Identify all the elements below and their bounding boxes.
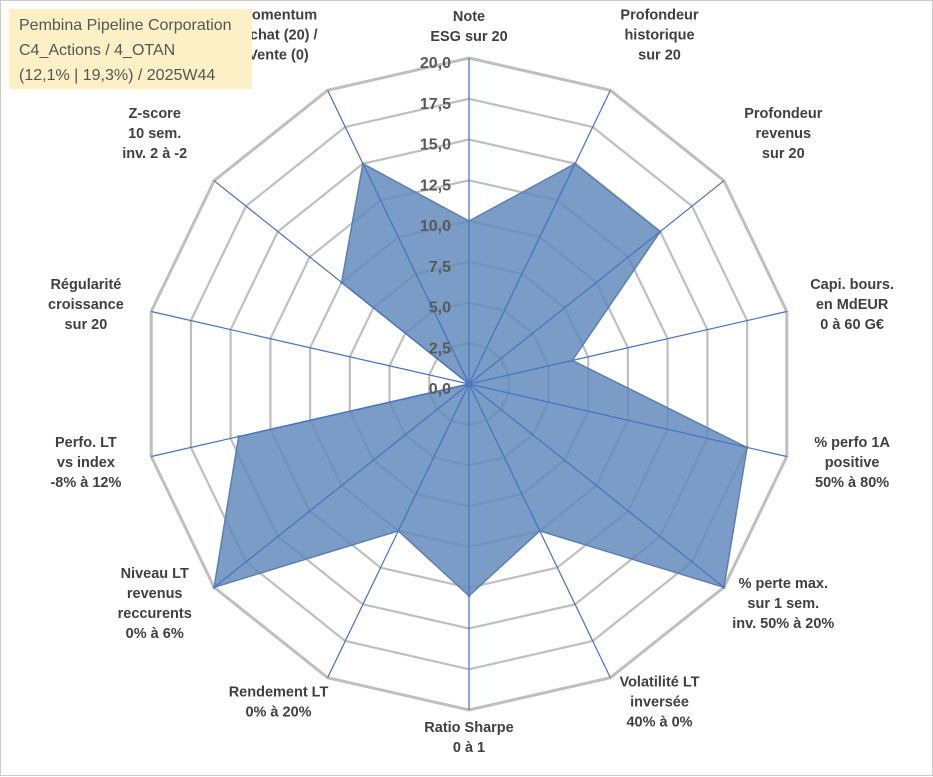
axis-label-line: sur 20 xyxy=(638,47,681,63)
axis-spoke xyxy=(468,383,787,458)
axis-label-line: 50% à 80% xyxy=(815,475,889,491)
tick-label: 17,5 xyxy=(420,96,451,113)
axis-label-line: revenus xyxy=(127,586,183,602)
data-point xyxy=(467,382,471,386)
axis-label-line: vs index xyxy=(57,455,115,471)
data-point xyxy=(212,585,216,589)
axis-label-line: Perfo. LT xyxy=(55,435,117,451)
axis-label-line: 10 sem. xyxy=(128,126,181,142)
data-point xyxy=(745,446,749,449)
axis-label-line: ESG sur 20 xyxy=(430,29,507,45)
tick-label: 15,0 xyxy=(420,137,451,154)
axis-label-line: 40% à 0% xyxy=(626,715,692,731)
axis-label-line: -8% à 12% xyxy=(50,475,121,491)
data-point xyxy=(396,529,400,533)
data-point xyxy=(658,230,662,234)
axis-label: Profondeur revenus sur 20 xyxy=(744,106,822,162)
axis-spoke xyxy=(151,310,470,385)
axis-label-line: % perfo 1A xyxy=(814,435,890,451)
axis-label: Volatilité LT inversée 40% à 0% xyxy=(619,675,699,731)
data-point xyxy=(467,219,471,223)
tick-label: 10,0 xyxy=(420,218,451,235)
axis-label-line: Achat (20) / xyxy=(239,27,317,43)
axis-label-line: historique xyxy=(624,27,694,43)
axis-label: Rendement LT 0% à 20% xyxy=(229,685,329,721)
axis-label-line: Niveau LT xyxy=(121,566,189,582)
axis-label-line: reccurents xyxy=(118,606,192,622)
axis-label: Niveau LT revenus reccurents 0% à 6% xyxy=(118,566,192,642)
axis-label-line: croissance xyxy=(48,297,124,313)
axis-label: Régularité croissance sur 20 xyxy=(48,277,124,333)
axis-label-line: Volatilité LT xyxy=(619,675,699,691)
axis-label-line: 0% à 20% xyxy=(245,705,311,721)
tick-label: 0,0 xyxy=(429,381,451,398)
data-point xyxy=(573,162,577,166)
portfolio-path: C4_Actions / 4_OTAN xyxy=(19,42,176,59)
axis-label-line: en MdEUR xyxy=(816,297,889,313)
axis-label-line: Ratio Sharpe xyxy=(424,720,513,736)
tick-label: 2,5 xyxy=(429,340,451,357)
company-name: Pembina Pipeline Corporation xyxy=(19,17,232,34)
data-point xyxy=(467,594,471,598)
axis-label-line: Profondeur xyxy=(744,106,822,122)
axis-label-line: sur 20 xyxy=(65,317,108,333)
axis-label-line: Capi. bours. xyxy=(810,277,894,293)
data-point xyxy=(538,529,542,533)
axis-label-line: 0 à 60 G€ xyxy=(820,317,884,333)
data-point xyxy=(237,435,241,439)
axis-label: Momentum Achat (20) / Vente (0) xyxy=(239,7,317,63)
performance-stats: (12,1% | 19,3%) / 2025W44 xyxy=(19,67,216,84)
axis-spoke xyxy=(468,180,725,385)
axis-spoke xyxy=(327,90,470,385)
axis-label-line: Note xyxy=(453,9,485,25)
axis-label-line: sur 1 sem. xyxy=(747,596,819,612)
axis-label-line: % perte max. xyxy=(739,576,828,592)
axis-label-line: Z-score xyxy=(129,106,181,122)
data-point xyxy=(570,358,574,362)
axis-label: % perfo 1A positive 50% à 80% xyxy=(814,435,890,491)
axis-label-line: positive xyxy=(825,455,880,471)
axis-label: % perte max. sur 1 sem. inv. 50% à 20% xyxy=(732,576,834,632)
tick-label: 5,0 xyxy=(429,300,451,317)
axis-label-line: Vente (0) xyxy=(248,47,309,63)
axis-label: Note ESG sur 20 xyxy=(430,9,507,45)
axis-label-line: Régularité xyxy=(50,277,121,293)
data-point xyxy=(340,280,344,284)
axis-label-line: inversée xyxy=(630,695,689,711)
axis-label-line: Momentum xyxy=(240,7,317,23)
tick-label: 12,5 xyxy=(420,177,451,194)
axis-label: Ratio Sharpe 0 à 1 xyxy=(424,720,513,756)
axis-label-line: 0% à 6% xyxy=(126,626,184,642)
tick-label: 7,5 xyxy=(429,259,451,276)
data-point xyxy=(361,162,365,166)
axis-label-line: Rendement LT xyxy=(229,685,329,701)
axis-spoke xyxy=(468,310,787,385)
axis-label: Perfo. LT vs index -8% à 12% xyxy=(50,435,121,491)
axis-label: Capi. bours. en MdEUR 0 à 60 G€ xyxy=(810,277,894,333)
axis-label: Profondeur historique sur 20 xyxy=(620,7,698,63)
tick-label: 20,0 xyxy=(420,55,451,72)
axis-spoke xyxy=(151,383,470,458)
axis-spoke xyxy=(468,383,725,588)
axis-label-line: Profondeur xyxy=(620,7,698,23)
axis-label-line: revenus xyxy=(755,126,811,142)
axis-spoke xyxy=(213,383,470,588)
data-point xyxy=(722,585,726,589)
axis-spoke xyxy=(468,90,611,385)
axis-label-line: inv. 50% à 20% xyxy=(732,616,834,632)
axis-label-line: 0 à 1 xyxy=(453,740,485,756)
info-box: Pembina Pipeline Corporation C4_Actions … xyxy=(9,9,252,89)
axis-label: Z-score 10 sem. inv. 2 à -2 xyxy=(122,106,187,162)
axis-label-line: sur 20 xyxy=(762,146,805,162)
axis-label-line: inv. 2 à -2 xyxy=(122,146,187,162)
